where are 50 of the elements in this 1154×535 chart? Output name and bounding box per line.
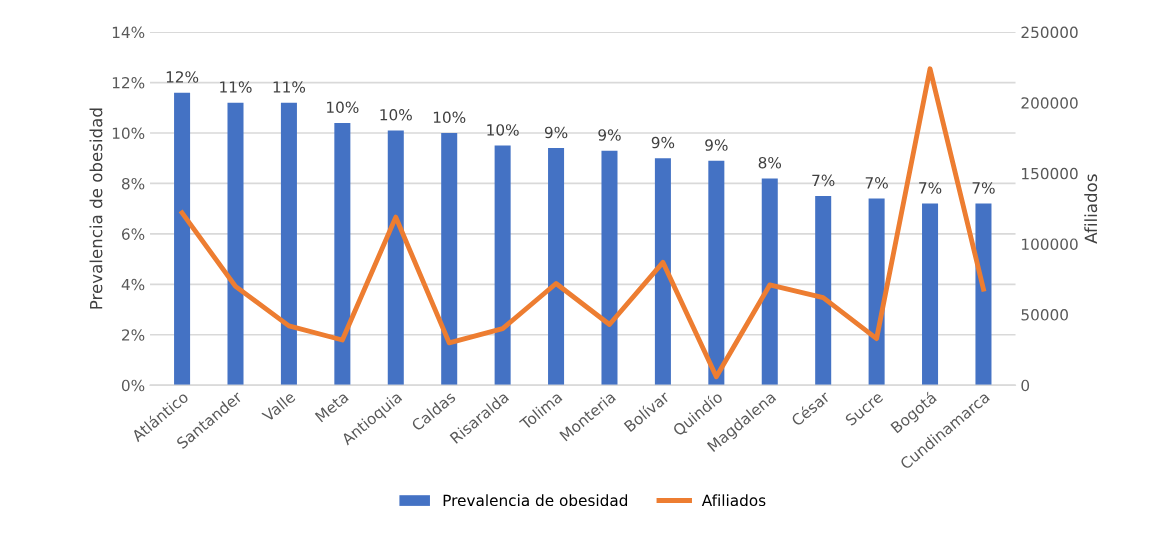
data-label: 9% [598,129,621,141]
data-label: 7% [865,177,888,189]
y-axis-title: Prevalencia de obesidad [89,108,103,309]
bar [494,145,511,386]
y-tick-label: 14% [112,26,145,39]
bar [280,102,297,386]
data-label: 7% [972,182,995,194]
y-tick-label: 2% [122,329,145,341]
bar [441,132,458,386]
y2-axis-title: Afiliados [1084,174,1098,244]
bar [227,102,244,386]
bar [815,196,832,386]
y-tick-label: 4% [121,278,145,291]
y-tick-label: 10% [112,127,145,140]
bar [548,148,565,386]
data-label: 8% [758,156,782,169]
bar [387,130,404,386]
y2-tick-label: 250000 [1021,26,1078,39]
y-tick-label: 8% [121,177,145,190]
bar [334,122,351,386]
y2-tick-label: 150000 [1022,167,1078,180]
data-label: 7% [812,174,835,187]
data-label: 7% [919,182,942,194]
y-tick-label: 0% [121,379,145,392]
data-label: 9% [651,136,675,149]
bar [601,150,618,386]
bar [868,198,885,386]
y-tick-label: 6% [121,228,145,240]
legend-label: Prevalencia de obesidad [443,494,628,507]
data-label: 11% [273,81,306,93]
data-label: 10% [380,109,412,121]
y2-tick-label: 100000 [1022,238,1078,250]
data-label: 10% [433,111,466,124]
bar [922,203,939,386]
legend-label: Afiliados [701,494,766,507]
bar [708,160,725,386]
y2-tick-label: 200000 [1021,97,1078,109]
bar [975,203,992,386]
bar [761,178,778,386]
data-label: 10% [327,101,359,113]
y2-tick-label: 50000 [1021,309,1068,321]
data-label: 12% [166,71,199,83]
data-label: 9% [544,126,568,139]
data-label: 9% [705,139,728,151]
data-label: 10% [487,124,519,136]
bar [174,92,191,386]
bar [654,158,671,386]
y2-tick-label: 0 [1021,379,1030,392]
y-tick-label: 12% [112,77,145,89]
data-label: 11% [220,81,252,93]
